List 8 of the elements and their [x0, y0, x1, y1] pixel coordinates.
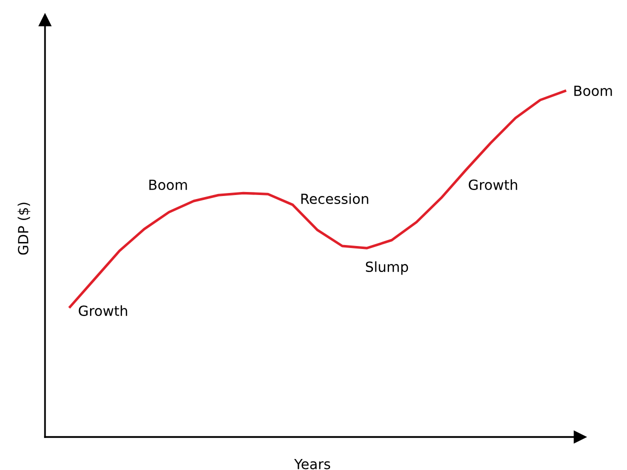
- annotation: Boom: [574, 86, 612, 96]
- annotation: Slump: [366, 261, 408, 275]
- y-axis-title: GDP ($): [18, 202, 30, 255]
- annotation: Boom: [149, 180, 187, 190]
- x-axis-title: Years: [294, 458, 330, 470]
- annotation: Growth: [78, 305, 128, 316]
- annotation: Growth: [468, 179, 518, 190]
- annotation: Recession: [301, 193, 368, 204]
